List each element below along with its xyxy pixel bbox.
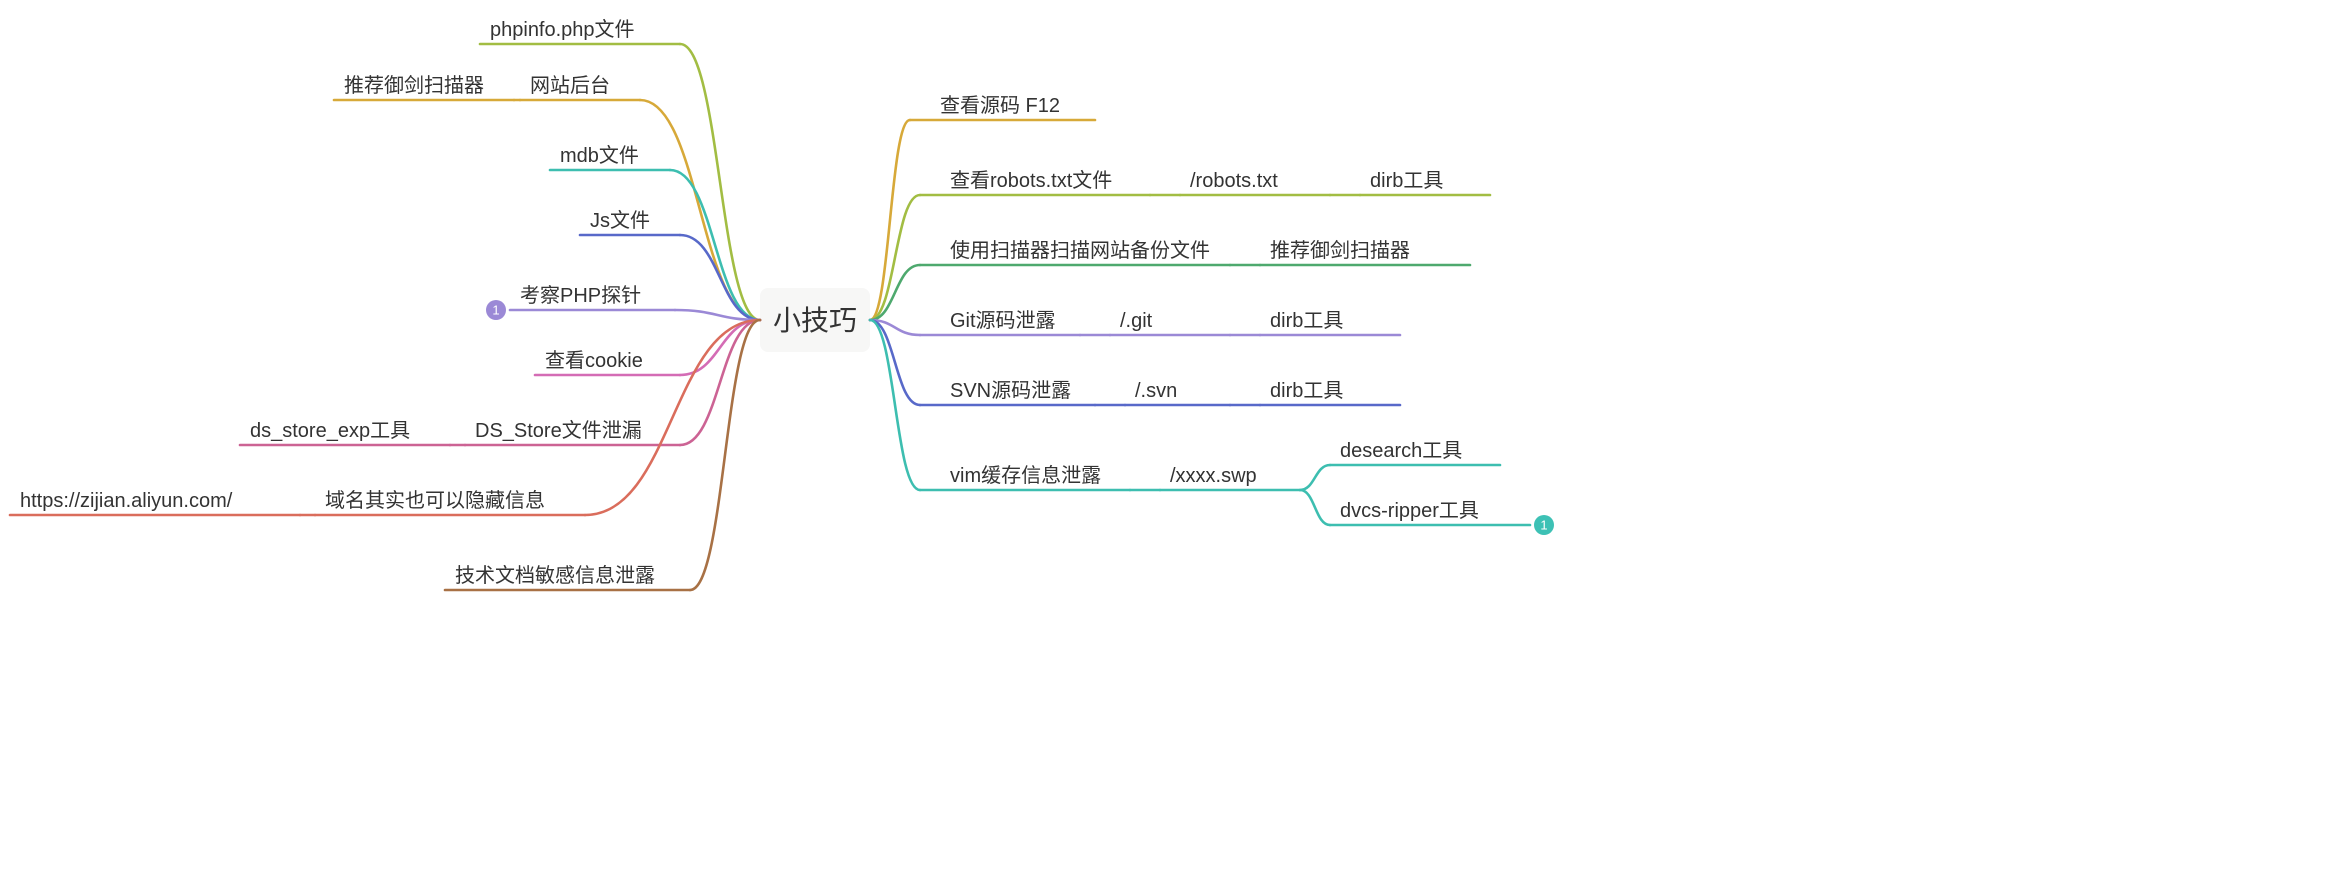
node-label: /robots.txt	[1190, 170, 1278, 192]
branch-curve	[670, 170, 760, 320]
node-label: 域名其实也可以隐藏信息	[325, 489, 545, 512]
branch-curve	[870, 320, 920, 405]
branch-curve	[870, 195, 920, 320]
node-label: dirb工具	[1270, 380, 1343, 402]
branch-curve	[640, 100, 760, 320]
branch-curve	[680, 235, 760, 320]
node-label: dirb工具	[1370, 170, 1443, 192]
node-label: Js文件	[590, 209, 650, 232]
branch-curve	[1300, 490, 1330, 525]
branch-curve	[680, 320, 760, 375]
node-label: 考察PHP探针	[520, 284, 641, 307]
count-badge-text: 1	[1540, 518, 1547, 533]
node-label: /.svn	[1135, 380, 1177, 402]
node-label: Git源码泄露	[950, 309, 1056, 332]
node-label: SVN源码泄露	[950, 379, 1071, 402]
node-label: 查看cookie	[545, 349, 643, 372]
branch-curve	[870, 320, 920, 490]
node-label: 查看源码 F12	[940, 94, 1060, 117]
node-label: 网站后台	[530, 74, 610, 97]
node-label: DS_Store文件泄漏	[475, 419, 642, 442]
count-badge-text: 1	[492, 303, 499, 318]
node-label: phpinfo.php文件	[490, 18, 635, 41]
node-label: mdb文件	[560, 144, 639, 167]
node-label: 推荐御剑扫描器	[344, 74, 484, 97]
node-label: ds_store_exp工具	[250, 420, 410, 442]
node-label: desearch工具	[1340, 440, 1462, 462]
node-label: https://zijian.aliyun.com/	[20, 490, 233, 512]
node-label: vim缓存信息泄露	[950, 464, 1101, 487]
node-label: 使用扫描器扫描网站备份文件	[950, 239, 1210, 262]
node-label: 推荐御剑扫描器	[1270, 239, 1410, 262]
node-label: dvcs-ripper工具	[1340, 500, 1479, 522]
node-label: /.git	[1120, 310, 1153, 332]
root-label: 小技巧	[773, 305, 857, 336]
branch-curve	[1300, 465, 1330, 490]
node-label: dirb工具	[1270, 310, 1343, 332]
node-label: 技术文档敏感信息泄露	[455, 564, 655, 587]
node-label: 查看robots.txt文件	[950, 169, 1112, 192]
node-label: /xxxx.swp	[1170, 465, 1257, 487]
